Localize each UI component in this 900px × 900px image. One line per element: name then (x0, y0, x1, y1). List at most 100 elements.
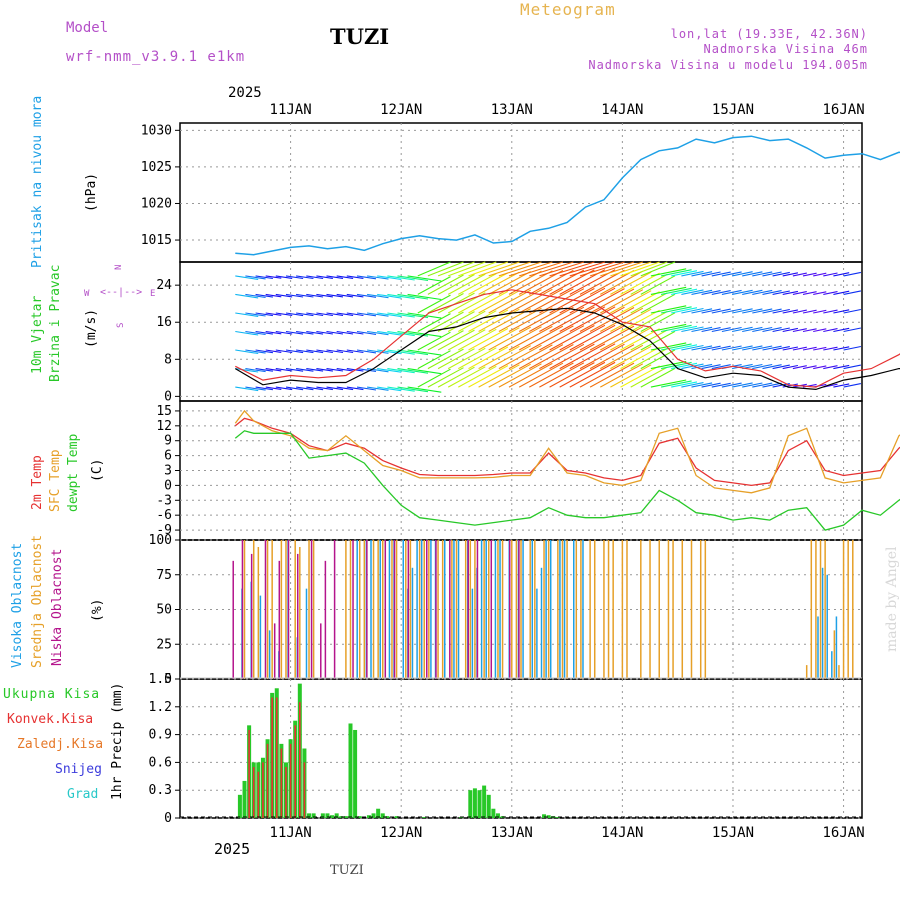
wind-arrow (275, 330, 293, 335)
wind-arrow (235, 293, 259, 299)
wind-arrow (356, 330, 377, 335)
wind-arrow (813, 291, 827, 295)
y-tick-label: -3 (156, 493, 172, 508)
wind-arrow (245, 330, 266, 336)
wind-arrow (691, 271, 713, 277)
wind-arrow (640, 293, 676, 314)
wind-arrow (468, 309, 509, 332)
y-tick-label: 25 (156, 637, 172, 652)
wind-arrow (843, 308, 862, 314)
day-label-top: 13JAN (491, 102, 533, 118)
wind-dir-arrows-icon: <--|--> (100, 287, 143, 298)
wind-arrow (397, 349, 429, 356)
wind-arrow (285, 386, 304, 391)
wind-arrow (640, 330, 676, 351)
wind-arrow (620, 272, 660, 295)
wind-arrow (731, 308, 753, 314)
y-tick-label: 8 (164, 352, 172, 367)
wind-arrow (367, 386, 389, 391)
precip-bar (334, 813, 339, 818)
wind-arrow (640, 367, 676, 388)
model-label: Model (66, 20, 109, 36)
wind-arrow (498, 326, 542, 351)
wind-arrow (762, 364, 782, 370)
wind-arrow (265, 293, 282, 298)
wind-arrow (529, 362, 574, 388)
wind-arrow (731, 289, 753, 295)
wind-arrow (437, 274, 475, 295)
precip-legend-conv: Konvek.Kisa (7, 712, 94, 727)
year-bottom-label: 2025 (214, 840, 251, 858)
wind-arrow (600, 289, 644, 314)
wind-arrow (427, 367, 464, 388)
wind-arrow (316, 368, 333, 372)
wind-arrow (610, 364, 652, 388)
wind-arrow (721, 308, 742, 314)
wind-arrow (518, 362, 564, 388)
precip-bar (330, 815, 335, 818)
wind-arrow (660, 269, 692, 277)
wind-arrow (711, 290, 731, 295)
wind-arrow (610, 290, 652, 314)
wind-arrow (255, 312, 273, 317)
wind-arrow (296, 293, 314, 298)
wind-arrow (600, 363, 644, 388)
wind-arrow (782, 364, 799, 370)
wind-arrow (478, 345, 520, 370)
wind-arrow (397, 312, 429, 319)
y-tick-label: 0.3 (149, 783, 172, 798)
precip-bar (348, 723, 353, 818)
wind-arrow (660, 380, 692, 388)
y-tick-label: 3 (164, 464, 172, 479)
wind-arrow (488, 363, 531, 388)
wind-arrow (437, 348, 475, 370)
wind-arrow (387, 349, 415, 355)
precip-bar (491, 808, 496, 818)
wind-speed-line (234, 307, 900, 391)
wind-arrow (711, 382, 731, 388)
wind-arrow (367, 349, 389, 354)
precip-conv-bar (280, 748, 283, 818)
y-tick-label: 1030 (141, 123, 172, 138)
wind-arrow (326, 349, 344, 354)
wind-arrow (306, 293, 324, 298)
wind-arrow (792, 328, 807, 333)
wind-arrow (549, 325, 595, 351)
wind-arrow (356, 386, 377, 391)
wind-arrow (285, 368, 304, 372)
wind-arrow (468, 272, 509, 295)
wind-arrow (518, 288, 564, 314)
precip-bar (468, 790, 473, 818)
wind-arrow (772, 290, 790, 295)
precip-bar (376, 808, 381, 818)
wind-arrow (336, 368, 354, 372)
wind-arrow (336, 330, 354, 335)
wind-arrow (681, 382, 704, 388)
wind-dir-e: E (150, 289, 156, 299)
wind-arrow (478, 261, 520, 277)
wind-arrow (549, 362, 595, 388)
wind-arrow (275, 312, 293, 316)
wind-arrow (377, 293, 402, 299)
wind-arrow (650, 286, 687, 295)
wind-arrow (235, 312, 259, 317)
wind-arrow (529, 344, 574, 370)
wind-arrow (316, 275, 333, 279)
wind-arrow (782, 290, 799, 295)
wind-arrow (275, 386, 293, 391)
wind-arrow (377, 368, 402, 373)
y-tick-label: 1.5 (149, 672, 172, 687)
day-label-top: 16JAN (822, 102, 864, 118)
year-top-label: 2025 (228, 85, 262, 101)
wind-arrow (762, 290, 782, 295)
wind-arrow (691, 326, 713, 333)
wind-arrow (610, 261, 652, 277)
wind-arrow (671, 381, 698, 388)
wind-arrow (336, 312, 354, 316)
wind-arrow (721, 326, 742, 333)
wind-arrow (650, 379, 687, 388)
wind-arrow (255, 368, 273, 372)
wind-arrow (660, 287, 692, 295)
wind-arrow (488, 326, 531, 351)
wind-arrow (336, 386, 354, 391)
